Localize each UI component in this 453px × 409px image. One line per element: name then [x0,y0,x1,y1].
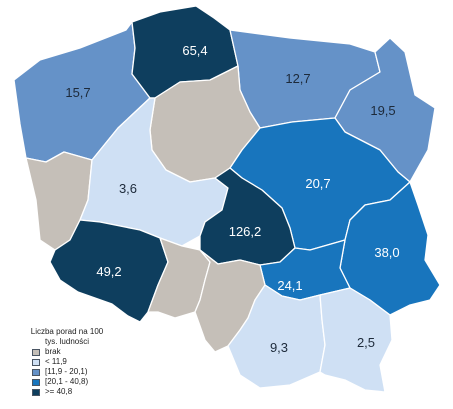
region-value-labels: 65,4 15,7 12,7 19,5 3,6 20,7 126,2 38,0 … [65,43,399,355]
legend-item-above-40-8: >= 40,8 [22,387,112,397]
legend-swatch [32,358,40,366]
legend-item-11-9-to-20-1: [11,9 - 20,1) [22,367,112,377]
value-label-zachodniopomorskie: 15,7 [65,85,90,100]
value-label-lubelskie: 38,0 [374,245,399,260]
legend-title-line2: tys. ludności [44,337,90,346]
legend-label: [20,1 - 40,8) [45,377,89,386]
legend-swatch [32,378,40,386]
legend-title-line1: Liczba porad na 100 [30,327,104,336]
value-label-podlaskie: 19,5 [370,103,395,118]
legend-label: [11,9 - 20,1) [45,367,88,376]
region-podkarpackie [319,287,393,393]
legend-item-20-1-to-40-8: [20,1 - 40,8) [22,377,112,387]
legend-item-brak: brak [22,347,112,357]
value-label-lodzkie: 126,2 [229,224,262,239]
legend-item-below-11-9: < 11,9 [22,357,112,367]
legend-swatch [32,348,40,356]
legend-label: brak [45,347,61,356]
legend-label: >= 40,8 [45,387,73,396]
legend-swatch [32,368,40,376]
value-label-warminsko-mazurskie: 12,7 [285,71,310,86]
value-label-dolnoslaskie: 49,2 [96,264,121,279]
value-label-swietokrzyskie: 24,1 [277,278,302,293]
value-label-malopolskie: 9,3 [270,340,288,355]
value-label-mazowieckie: 20,7 [305,176,330,191]
map-legend: Liczba porad na 100 tys. ludności brak <… [22,327,112,397]
legend-label: < 11,9 [45,357,67,366]
value-label-pomorskie: 65,4 [182,43,207,58]
legend-swatch [32,388,40,396]
value-label-wielkopolskie: 3,6 [119,181,137,196]
value-label-podkarpackie: 2,5 [357,335,375,350]
